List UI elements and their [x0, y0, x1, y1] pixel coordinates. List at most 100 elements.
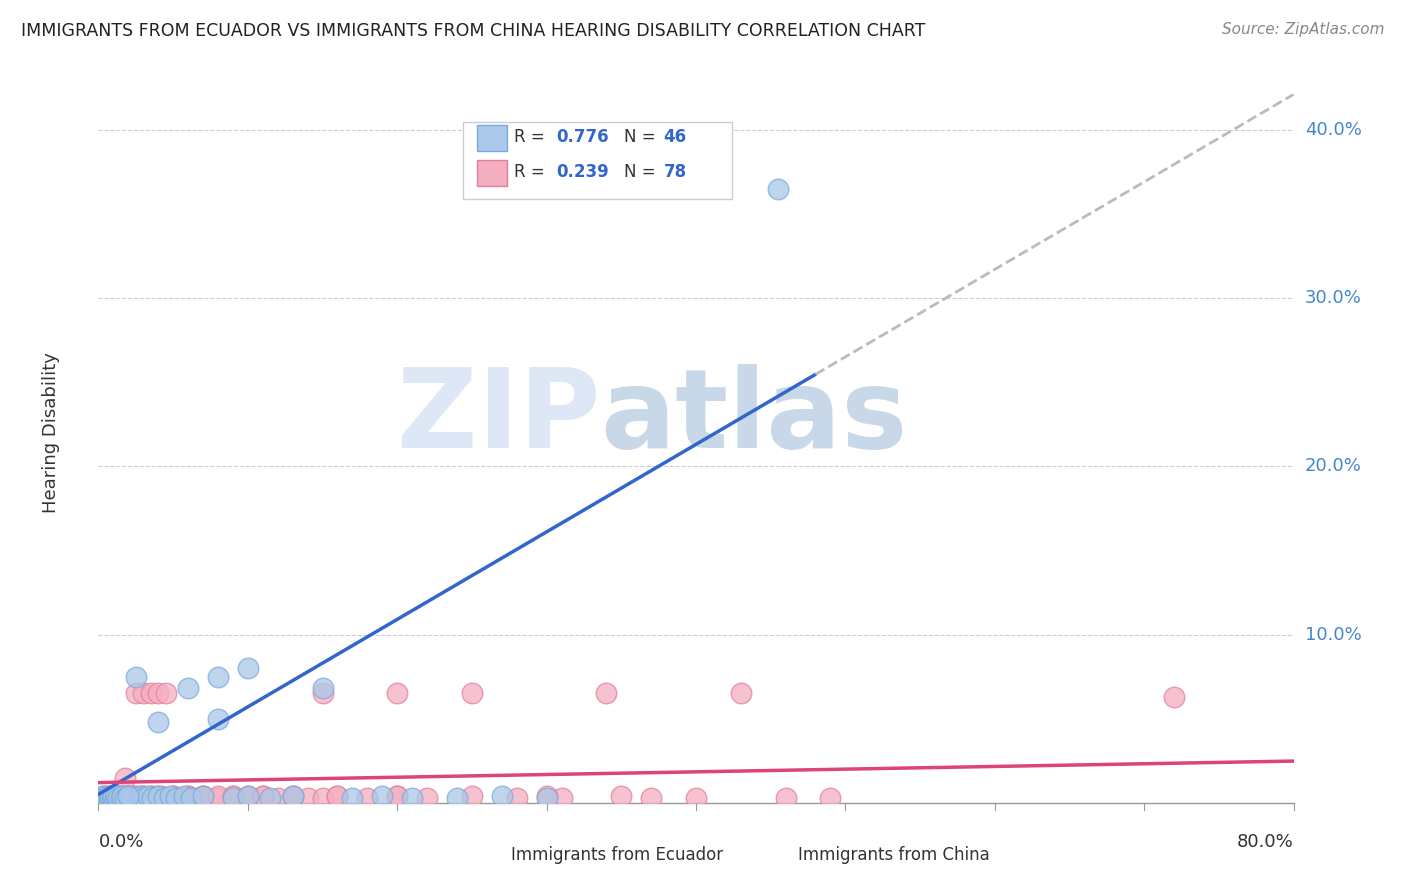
- Point: [162, 789, 184, 803]
- Text: Source: ZipAtlas.com: Source: ZipAtlas.com: [1222, 22, 1385, 37]
- Text: ZIP: ZIP: [396, 364, 600, 471]
- Point: [207, 789, 229, 803]
- Point: [177, 789, 200, 803]
- Bar: [477, 126, 508, 152]
- Point: [236, 789, 259, 803]
- Point: [148, 789, 170, 803]
- Point: [159, 789, 181, 803]
- Point: [385, 789, 409, 803]
- Point: [93, 790, 115, 805]
- Point: [173, 789, 195, 803]
- Point: [491, 789, 513, 803]
- Bar: [475, 844, 505, 866]
- Text: 40.0%: 40.0%: [1305, 120, 1361, 139]
- Point: [342, 790, 364, 805]
- Point: [162, 789, 184, 803]
- Point: [101, 790, 124, 805]
- Point: [222, 790, 245, 805]
- Point: [536, 790, 558, 805]
- Point: [125, 789, 148, 803]
- Point: [98, 789, 122, 803]
- Text: 0.239: 0.239: [557, 163, 609, 181]
- Point: [252, 789, 274, 803]
- Text: R =: R =: [515, 128, 550, 146]
- Point: [120, 790, 142, 805]
- Point: [91, 789, 114, 803]
- Point: [105, 789, 128, 803]
- Bar: [762, 844, 792, 866]
- Text: 20.0%: 20.0%: [1305, 458, 1361, 475]
- Point: [117, 789, 139, 803]
- Point: [97, 790, 120, 805]
- Point: [595, 686, 617, 700]
- Text: 46: 46: [664, 128, 686, 146]
- Point: [148, 686, 170, 700]
- Point: [129, 789, 152, 803]
- Point: [356, 790, 378, 805]
- Point: [148, 789, 170, 803]
- Point: [104, 790, 127, 805]
- Point: [104, 790, 127, 805]
- Point: [385, 789, 409, 803]
- Point: [101, 790, 124, 805]
- Bar: [477, 161, 508, 186]
- Point: [775, 790, 797, 805]
- Point: [136, 790, 159, 805]
- Point: [401, 790, 423, 805]
- Point: [96, 789, 118, 803]
- Point: [156, 790, 179, 805]
- Point: [550, 790, 572, 805]
- Point: [191, 789, 214, 803]
- Point: [103, 789, 125, 803]
- Point: [132, 789, 155, 803]
- Point: [117, 789, 139, 803]
- Point: [117, 789, 139, 803]
- FancyBboxPatch shape: [463, 121, 733, 200]
- Point: [112, 789, 135, 803]
- Point: [141, 789, 163, 803]
- Text: IMMIGRANTS FROM ECUADOR VS IMMIGRANTS FROM CHINA HEARING DISABILITY CORRELATION : IMMIGRANTS FROM ECUADOR VS IMMIGRANTS FR…: [21, 22, 925, 40]
- Point: [153, 790, 176, 805]
- Point: [281, 789, 304, 803]
- Point: [730, 686, 752, 700]
- Text: atlas: atlas: [600, 364, 908, 471]
- Point: [207, 790, 229, 805]
- Point: [124, 789, 146, 803]
- Point: [820, 790, 842, 805]
- Text: 78: 78: [664, 163, 686, 181]
- Point: [222, 789, 245, 803]
- Point: [148, 714, 170, 729]
- Point: [127, 790, 149, 805]
- Point: [311, 681, 333, 696]
- Point: [180, 790, 202, 805]
- Point: [132, 789, 155, 803]
- Text: N =: N =: [624, 128, 661, 146]
- Point: [110, 789, 132, 803]
- Point: [236, 661, 259, 675]
- Point: [125, 686, 148, 700]
- Point: [640, 790, 662, 805]
- Point: [252, 789, 274, 803]
- Text: R =: R =: [515, 163, 550, 181]
- Text: Hearing Disability: Hearing Disability: [42, 352, 59, 513]
- Point: [536, 789, 558, 803]
- Point: [136, 789, 159, 803]
- Point: [326, 789, 349, 803]
- Point: [132, 686, 155, 700]
- Point: [177, 789, 200, 803]
- Point: [236, 790, 259, 805]
- Point: [107, 790, 129, 805]
- Point: [165, 790, 187, 805]
- Point: [184, 790, 207, 805]
- Point: [125, 670, 148, 684]
- Point: [461, 686, 484, 700]
- Point: [177, 681, 200, 696]
- Point: [94, 790, 117, 805]
- Point: [311, 686, 333, 700]
- Point: [94, 790, 117, 805]
- Point: [141, 790, 163, 805]
- Text: N =: N =: [624, 163, 661, 181]
- Point: [236, 789, 259, 803]
- Point: [222, 789, 245, 803]
- Point: [311, 790, 333, 805]
